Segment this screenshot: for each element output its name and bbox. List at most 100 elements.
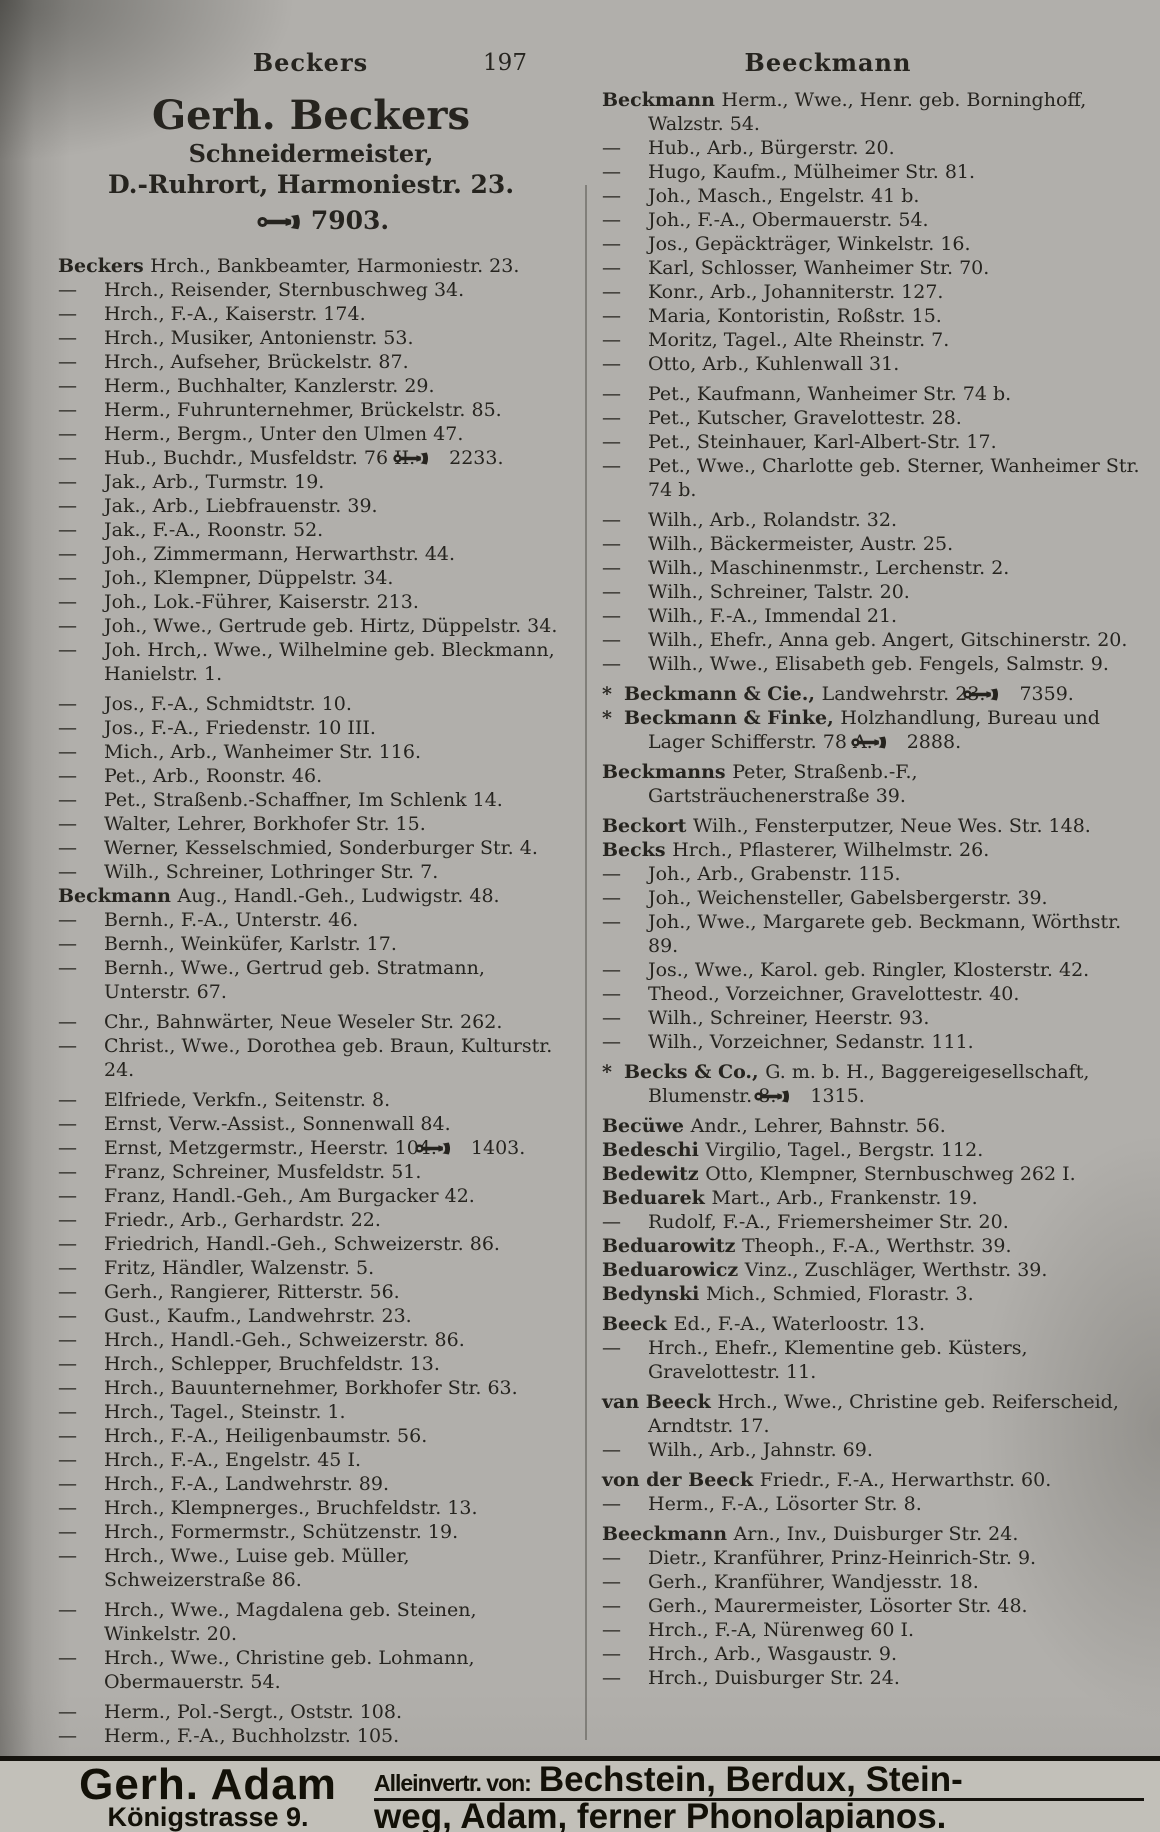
entry-text: Hrch., Reisender, Sternbuschweg 34. xyxy=(104,279,465,301)
directory-entry: Beckmanns Peter, Straßenb.-F., Gartsträu… xyxy=(602,760,1140,808)
entry-text: Joh., Masch., Engelstr. 41 b. xyxy=(648,185,920,207)
ditto-dash: — xyxy=(602,959,621,981)
entry-phone-number: 2888. xyxy=(906,731,962,753)
ditto-dash: — xyxy=(602,383,621,405)
ditto-dash: — xyxy=(602,509,621,531)
entry-text: Otto, Arb., Kuhlenwall 31. xyxy=(648,353,900,375)
left-entry-list: Beckers Hrch., Bankbeamter, Harmoniestr.… xyxy=(58,254,564,1748)
directory-entry: Beckmann Herm., Wwe., Henr. geb. Borning… xyxy=(602,88,1140,136)
ditto-dash: — xyxy=(602,161,621,183)
entry-phone-number: 7359. xyxy=(1019,683,1074,705)
ditto-dash: — xyxy=(602,1007,621,1029)
entry-text: Jos., F.-A., Friedenstr. 10 III. xyxy=(104,717,376,739)
entry-text: Virgilio, Tagel., Bergstr. 112. xyxy=(705,1139,984,1161)
directory-entry: — Joh. Hrch,. Wwe., Wilhelmine geb. Bleck… xyxy=(58,638,564,686)
ditto-dash: — xyxy=(58,1113,77,1135)
entry-text: Wilh., Schreiner, Lothringer Str. 7. xyxy=(104,861,439,883)
entry-text: Rudolf, F.-A., Friemersheimer Str. 20. xyxy=(648,1211,1009,1233)
ditto-dash: — xyxy=(602,581,621,603)
entry-text: Ernst, Metzgermstr., Heerstr. 104. xyxy=(104,1137,437,1159)
directory-entry: — Gust., Kaufm., Landwehrstr. 23. xyxy=(58,1304,564,1328)
ditto-dash: — xyxy=(602,233,621,255)
entry-text: Pet., Wwe., Charlotte geb. Sterner, Wanh… xyxy=(648,455,1140,501)
ditto-dash: — xyxy=(58,1701,77,1723)
entry-text: Joh., Klempner, Düppelstr. 34. xyxy=(104,567,394,589)
entry-text: Gerh., Maurermeister, Lösorter Str. 48. xyxy=(648,1595,1028,1617)
ditto-dash: — xyxy=(58,957,77,979)
directory-entry: — Franz, Handl.-Geh., Am Burgacker 42. xyxy=(58,1184,564,1208)
directory-entry: — Theod., Vorzeichner, Gravelottestr. 40. xyxy=(602,982,1140,1006)
ditto-dash: — xyxy=(58,1305,77,1327)
entry-text: Hrch., Bankbeamter, Harmoniestr. 23. xyxy=(150,255,520,277)
ditto-dash: — xyxy=(58,495,77,517)
banner-line-2: weg, Adam, ferner Phonolapianos. xyxy=(374,1799,1144,1832)
ditto-dash: — xyxy=(602,605,621,627)
ditto-dash: — xyxy=(602,1211,621,1233)
directory-entry: — Jos., Gepäckträger, Winkelstr. 16. xyxy=(602,232,1140,256)
ditto-dash: — xyxy=(602,911,621,933)
ditto-dash: — xyxy=(58,1647,77,1669)
ad-phone: 7903. xyxy=(257,206,389,235)
entry-text: Ed., F.-A., Waterloostr. 13. xyxy=(673,1313,926,1335)
entry-text: Wilh., Fensterputzer, Neue Wes. Str. 148… xyxy=(692,815,1091,837)
ditto-dash: — xyxy=(602,1619,621,1641)
entry-text: Hub., Buchdr., Musfeldstr. 76 II. xyxy=(104,447,416,469)
entry-text: Pet., Arb., Roonstr. 46. xyxy=(104,765,323,787)
ditto-dash: — xyxy=(58,693,77,715)
entry-phone: 7359. xyxy=(963,683,1074,705)
banner-line1-prefix: Alleinvertr. von: xyxy=(374,1770,532,1796)
directory-entry: — Pet., Kutscher, Gravelottestr. 28. xyxy=(602,406,1140,430)
directory-entry: — Jos., F.-A., Friedenstr. 10 III. xyxy=(58,716,564,740)
directory-entry: — Otto, Arb., Kuhlenwall 31. xyxy=(602,352,1140,376)
directory-entry: — Hrch., Bauunternehmer, Borkhofer Str. 6… xyxy=(58,1376,564,1400)
directory-entry: — Rudolf, F.-A., Friemersheimer Str. 20. xyxy=(602,1210,1140,1234)
entry-text: Hrch., Schlepper, Bruchfeldstr. 13. xyxy=(104,1353,440,1375)
entry-text: Hrch., F.-A., Heiligenbaumstr. 56. xyxy=(104,1425,428,1447)
ditto-dash: — xyxy=(58,1035,77,1057)
directory-entry: — Herm., Bergm., Unter den Ulmen 47. xyxy=(58,422,564,446)
entry-text: Hrch., Arb., Wasgaustr. 9. xyxy=(648,1643,898,1665)
directory-entry: — Hrch., F.-A., Kaiserstr. 174. xyxy=(58,302,564,326)
entry-phone-number: 2233. xyxy=(449,447,504,469)
firm-star-marker: * xyxy=(602,1061,612,1083)
ditto-dash: — xyxy=(58,615,77,637)
ditto-dash: — xyxy=(58,351,77,373)
entry-surname: von der Beeck xyxy=(602,1469,760,1491)
directory-entry: Beckers Hrch., Bankbeamter, Harmoniestr.… xyxy=(58,254,564,278)
entry-text: Herm., Wwe., Henr. geb. Borninghoff, Wal… xyxy=(648,89,1087,135)
directory-entry: * Becks & Co., G. m. b. H., Baggereigesel… xyxy=(602,1060,1140,1108)
entry-text: Franz, Handl.-Geh., Am Burgacker 42. xyxy=(104,1185,475,1207)
entry-text: Jak., Arb., Liebfrauenstr. 39. xyxy=(104,495,378,517)
directory-entry: — Wilh., Vorzeichner, Sedanstr. 111. xyxy=(602,1030,1140,1054)
entry-text: Jak., F.-A., Roonstr. 52. xyxy=(104,519,324,541)
entry-text: Joh., Weichensteller, Gabelsbergerstr. 3… xyxy=(648,887,1048,909)
ditto-dash: — xyxy=(58,789,77,811)
ad-phone-number: 7903. xyxy=(310,206,390,235)
entry-text: Friedr., Arb., Gerhardstr. 22. xyxy=(104,1209,381,1231)
entry-surname: van Beeck xyxy=(602,1391,718,1413)
entry-surname: Becks & Co., xyxy=(624,1061,766,1083)
directory-entry: — Ernst, Verw.-Assist., Sonnenwall 84. xyxy=(58,1112,564,1136)
entry-surname: Bedewitz xyxy=(602,1163,706,1185)
entry-text: Hrch., Musiker, Antonienstr. 53. xyxy=(104,327,414,349)
directory-entry: — Wilh., F.-A., Immendal 21. xyxy=(602,604,1140,628)
ditto-dash: — xyxy=(58,423,77,445)
ditto-dash: — xyxy=(58,327,77,349)
ditto-dash: — xyxy=(58,639,77,661)
directory-entry: — Wilh., Maschinenmstr., Lerchenstr. 2. xyxy=(602,556,1140,580)
directory-entry: Beduarowicz Vinz., Zuschläger, Werthstr.… xyxy=(602,1258,1140,1282)
bottom-banner-ad: Gerh. Adam Königstrasse 9. Alleinvertr. … xyxy=(0,1756,1160,1832)
ditto-dash: — xyxy=(58,1521,77,1543)
entry-text: Pet., Kutscher, Gravelottestr. 28. xyxy=(648,407,962,429)
directory-entry: — Christ., Wwe., Dorothea geb. Braun, Kul… xyxy=(58,1034,564,1082)
directory-entry: * Beckmann & Cie., Landwehrstr. 23. 7359. xyxy=(602,682,1140,706)
firm-star-marker: * xyxy=(602,707,612,729)
entry-text: Gerh., Rangierer, Ritterstr. 56. xyxy=(104,1281,400,1303)
ditto-dash: — xyxy=(58,1161,77,1183)
directory-entry: — Herm., Buchhalter, Kanzlerstr. 29. xyxy=(58,374,564,398)
entry-surname: Beckmann & Finke, xyxy=(624,707,841,729)
entry-text: Aug., Handl.-Geh., Ludwigstr. 48. xyxy=(177,885,500,907)
directory-entry: Beckort Wilh., Fensterputzer, Neue Wes. … xyxy=(602,814,1140,838)
ditto-dash: — xyxy=(58,567,77,589)
entry-text: Herm., Buchhalter, Kanzlerstr. 29. xyxy=(104,375,435,397)
